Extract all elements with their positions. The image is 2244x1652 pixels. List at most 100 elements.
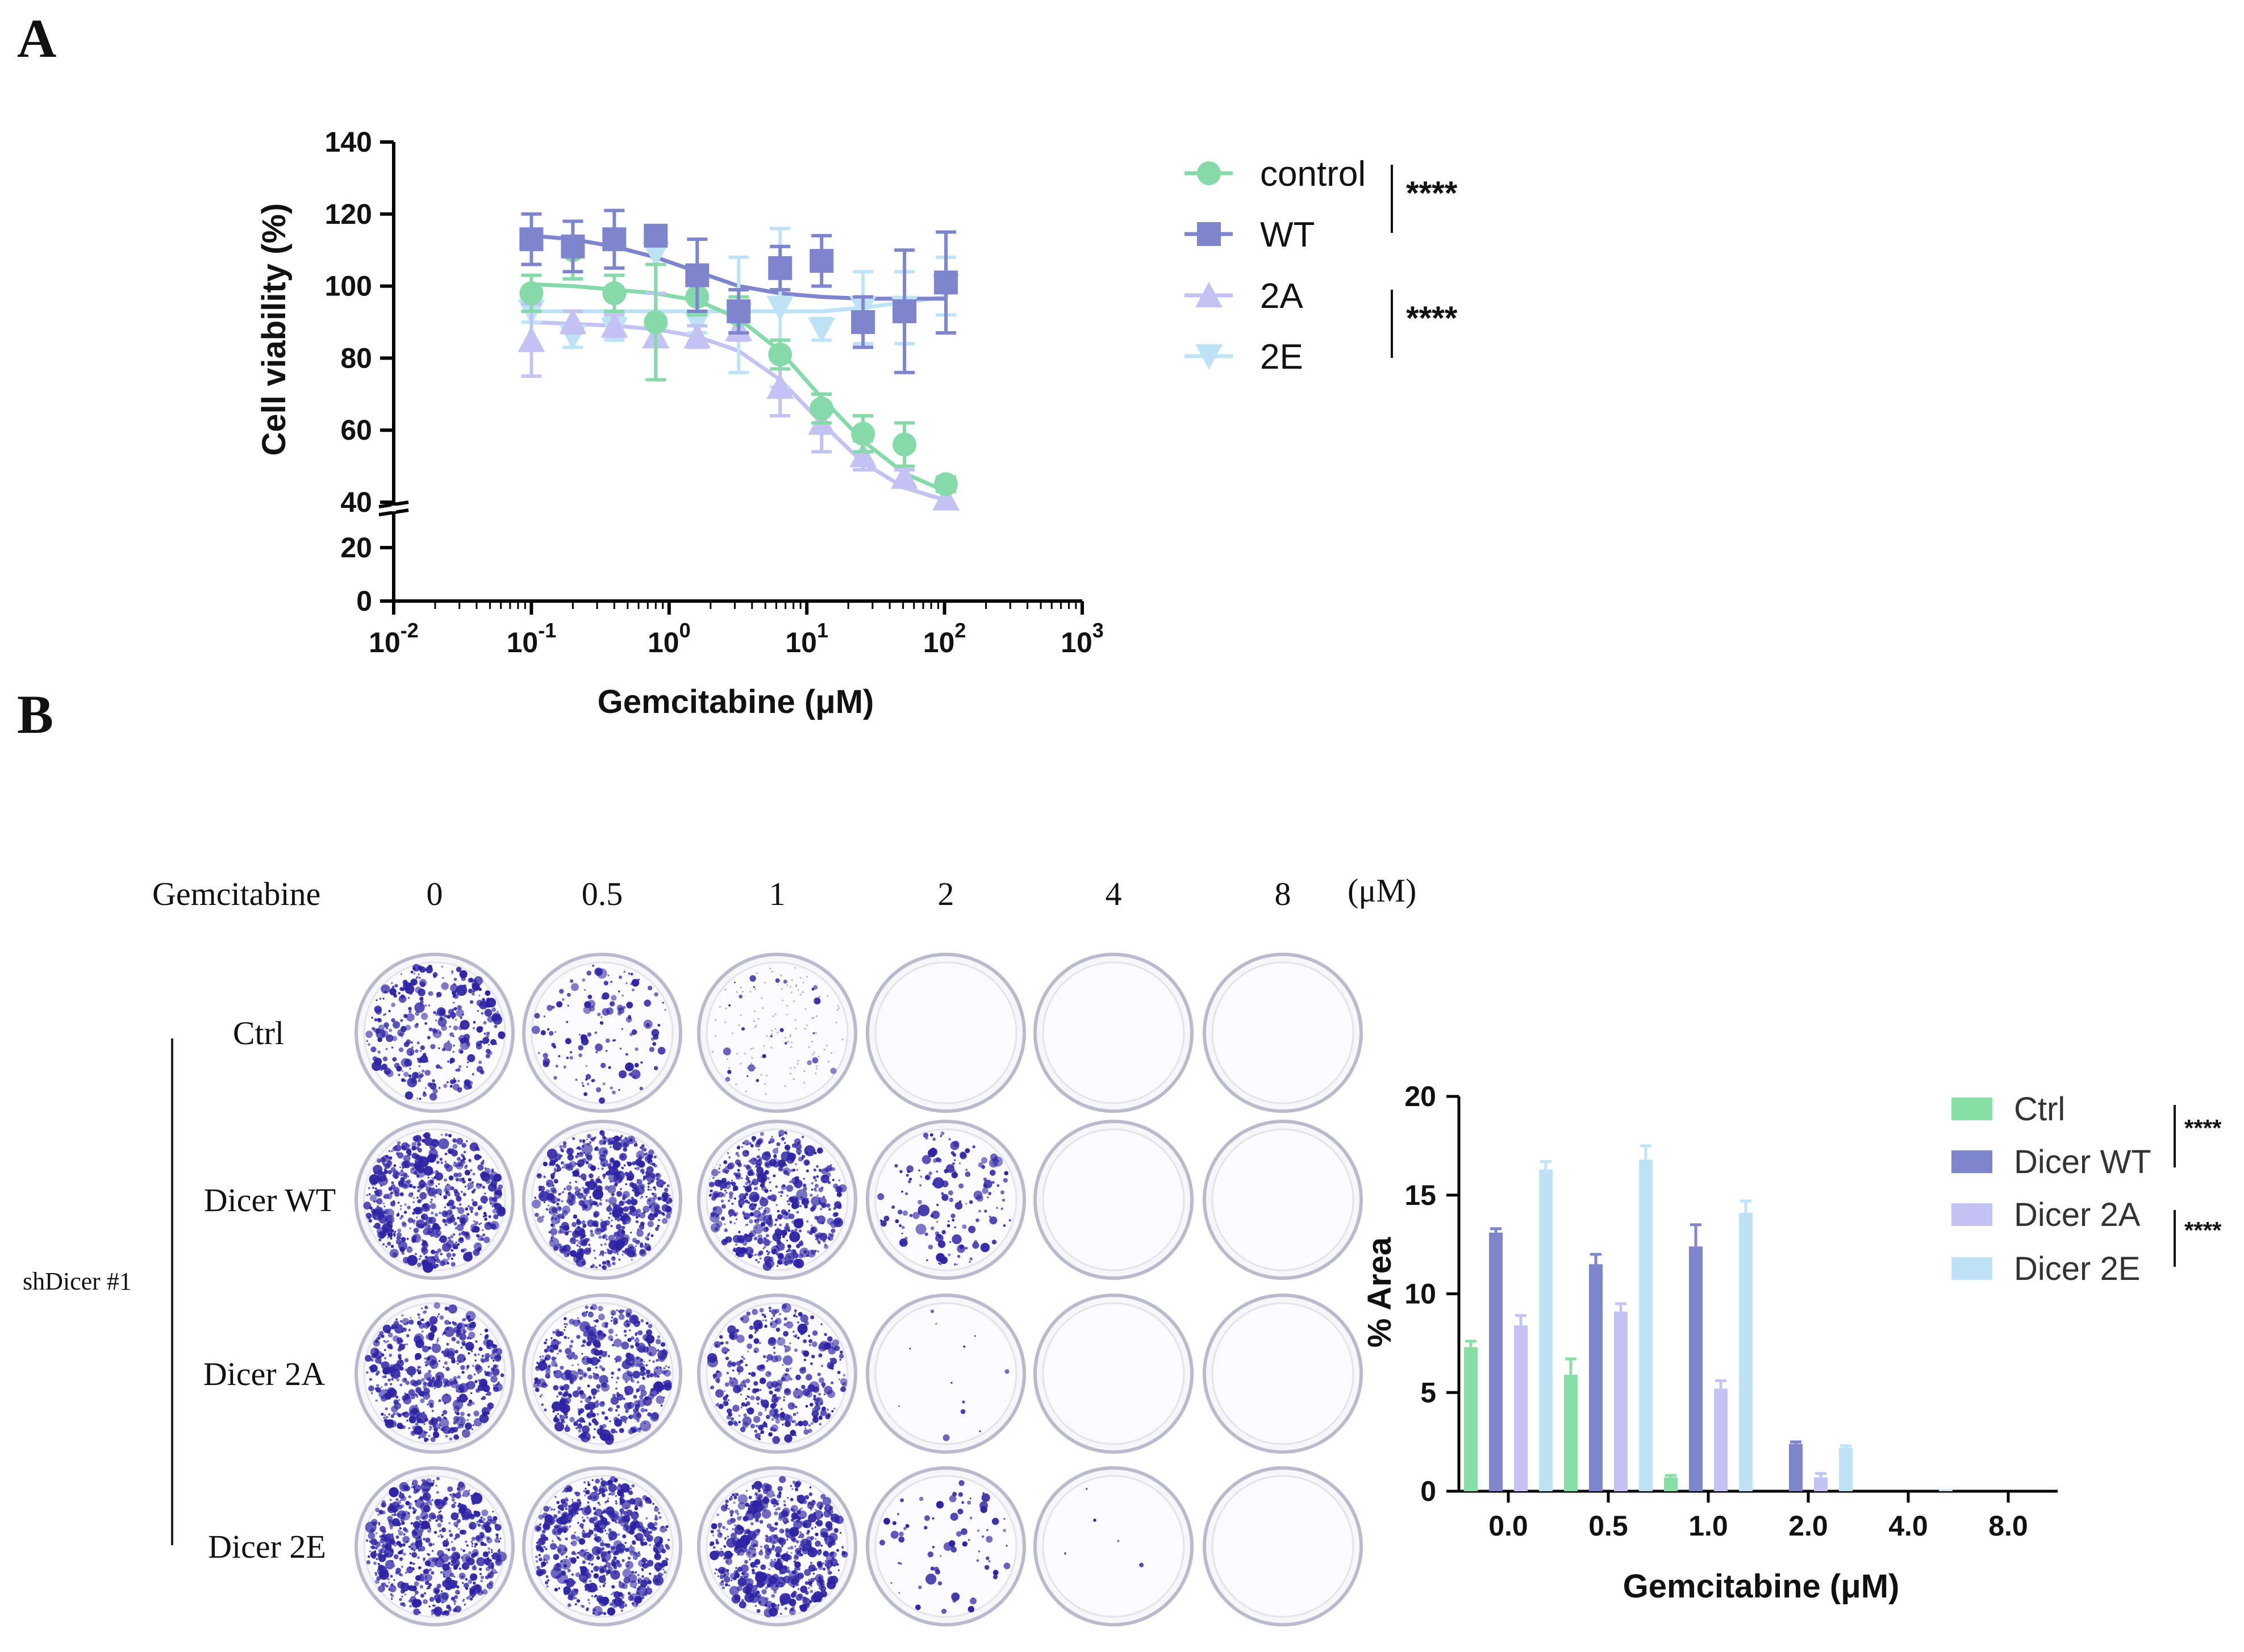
colony <box>798 1060 799 1062</box>
colony <box>594 1202 598 1205</box>
colony <box>768 1342 770 1344</box>
colony <box>381 1583 383 1586</box>
colony <box>602 1265 605 1269</box>
colony <box>381 1334 385 1338</box>
colony <box>458 1394 468 1403</box>
colony <box>760 1308 764 1312</box>
colony <box>420 1585 423 1588</box>
colony <box>453 1405 460 1412</box>
colony <box>457 1375 461 1379</box>
colony <box>388 1233 391 1236</box>
colony <box>811 1041 813 1042</box>
colony <box>406 1013 415 1022</box>
colony <box>787 1041 789 1042</box>
colony <box>783 1167 791 1175</box>
colony <box>951 1213 956 1218</box>
colony <box>635 1332 637 1334</box>
colony <box>455 1019 457 1021</box>
colony <box>581 1232 583 1234</box>
colony <box>460 1365 465 1370</box>
colony <box>607 1250 612 1255</box>
colony <box>580 1153 582 1155</box>
colony <box>467 1054 475 1062</box>
colony <box>806 1374 812 1381</box>
colony <box>434 1594 441 1601</box>
culture-dish <box>1035 1295 1192 1452</box>
colony <box>419 1370 421 1371</box>
colony <box>453 1608 457 1612</box>
colony <box>411 1552 417 1558</box>
colony <box>604 981 608 985</box>
colony <box>721 1200 724 1203</box>
colony <box>435 1519 438 1522</box>
colony <box>452 1498 455 1501</box>
colony <box>476 1557 485 1566</box>
data-point <box>518 327 545 352</box>
colony <box>765 1093 766 1095</box>
colony <box>564 1336 567 1339</box>
concentration-label: 1 <box>769 875 786 912</box>
colony <box>727 1058 728 1060</box>
colony <box>549 1212 551 1213</box>
colony <box>435 1012 439 1016</box>
colony <box>386 1048 388 1050</box>
colony <box>589 1199 593 1203</box>
colony <box>626 1002 633 1008</box>
colony <box>428 1225 429 1227</box>
colony <box>760 1257 762 1259</box>
colony <box>736 1334 745 1343</box>
colony <box>493 1369 499 1375</box>
colony <box>779 1313 781 1315</box>
colony <box>481 1012 483 1015</box>
colony <box>793 1315 796 1317</box>
colony <box>654 1189 656 1191</box>
colony <box>457 1512 460 1515</box>
colony <box>402 1070 403 1072</box>
colony <box>820 1208 823 1211</box>
colony <box>562 998 565 1001</box>
colony <box>936 1204 939 1206</box>
colony <box>445 1223 448 1226</box>
colony <box>843 1374 845 1376</box>
colony <box>461 1346 463 1349</box>
colony <box>754 1188 756 1190</box>
colony <box>728 1209 735 1216</box>
colony <box>779 1224 782 1226</box>
colony <box>840 1387 846 1392</box>
colony <box>733 1173 737 1176</box>
colony <box>415 1157 423 1165</box>
colony <box>634 1143 638 1147</box>
colony <box>735 1159 741 1165</box>
colony <box>795 1019 796 1021</box>
colony <box>436 1161 440 1164</box>
colony <box>389 1521 394 1526</box>
colony <box>456 1242 457 1244</box>
colony <box>596 1185 603 1192</box>
colony <box>431 1199 433 1201</box>
colony <box>935 1323 937 1325</box>
colony <box>633 1395 637 1399</box>
colony <box>760 1389 762 1391</box>
colony <box>491 1549 493 1551</box>
colony <box>478 1353 480 1355</box>
data-point <box>934 472 958 496</box>
colony <box>762 1320 764 1321</box>
colony <box>372 1027 375 1031</box>
colony <box>457 1354 465 1362</box>
colony <box>566 1021 568 1023</box>
colony <box>484 1192 486 1195</box>
colony <box>382 1243 385 1245</box>
colony <box>376 1384 379 1387</box>
colony <box>793 1335 795 1337</box>
colony <box>734 982 736 983</box>
colony <box>419 1183 424 1188</box>
colony <box>816 1195 819 1197</box>
colony <box>631 1377 633 1379</box>
colony <box>775 1419 780 1424</box>
colony <box>783 979 787 983</box>
x-axis-title: Gemcitabine (μM) <box>598 683 874 720</box>
colony <box>633 1075 636 1078</box>
colony <box>483 1021 486 1024</box>
colony <box>595 1330 605 1340</box>
colony <box>639 1154 641 1157</box>
